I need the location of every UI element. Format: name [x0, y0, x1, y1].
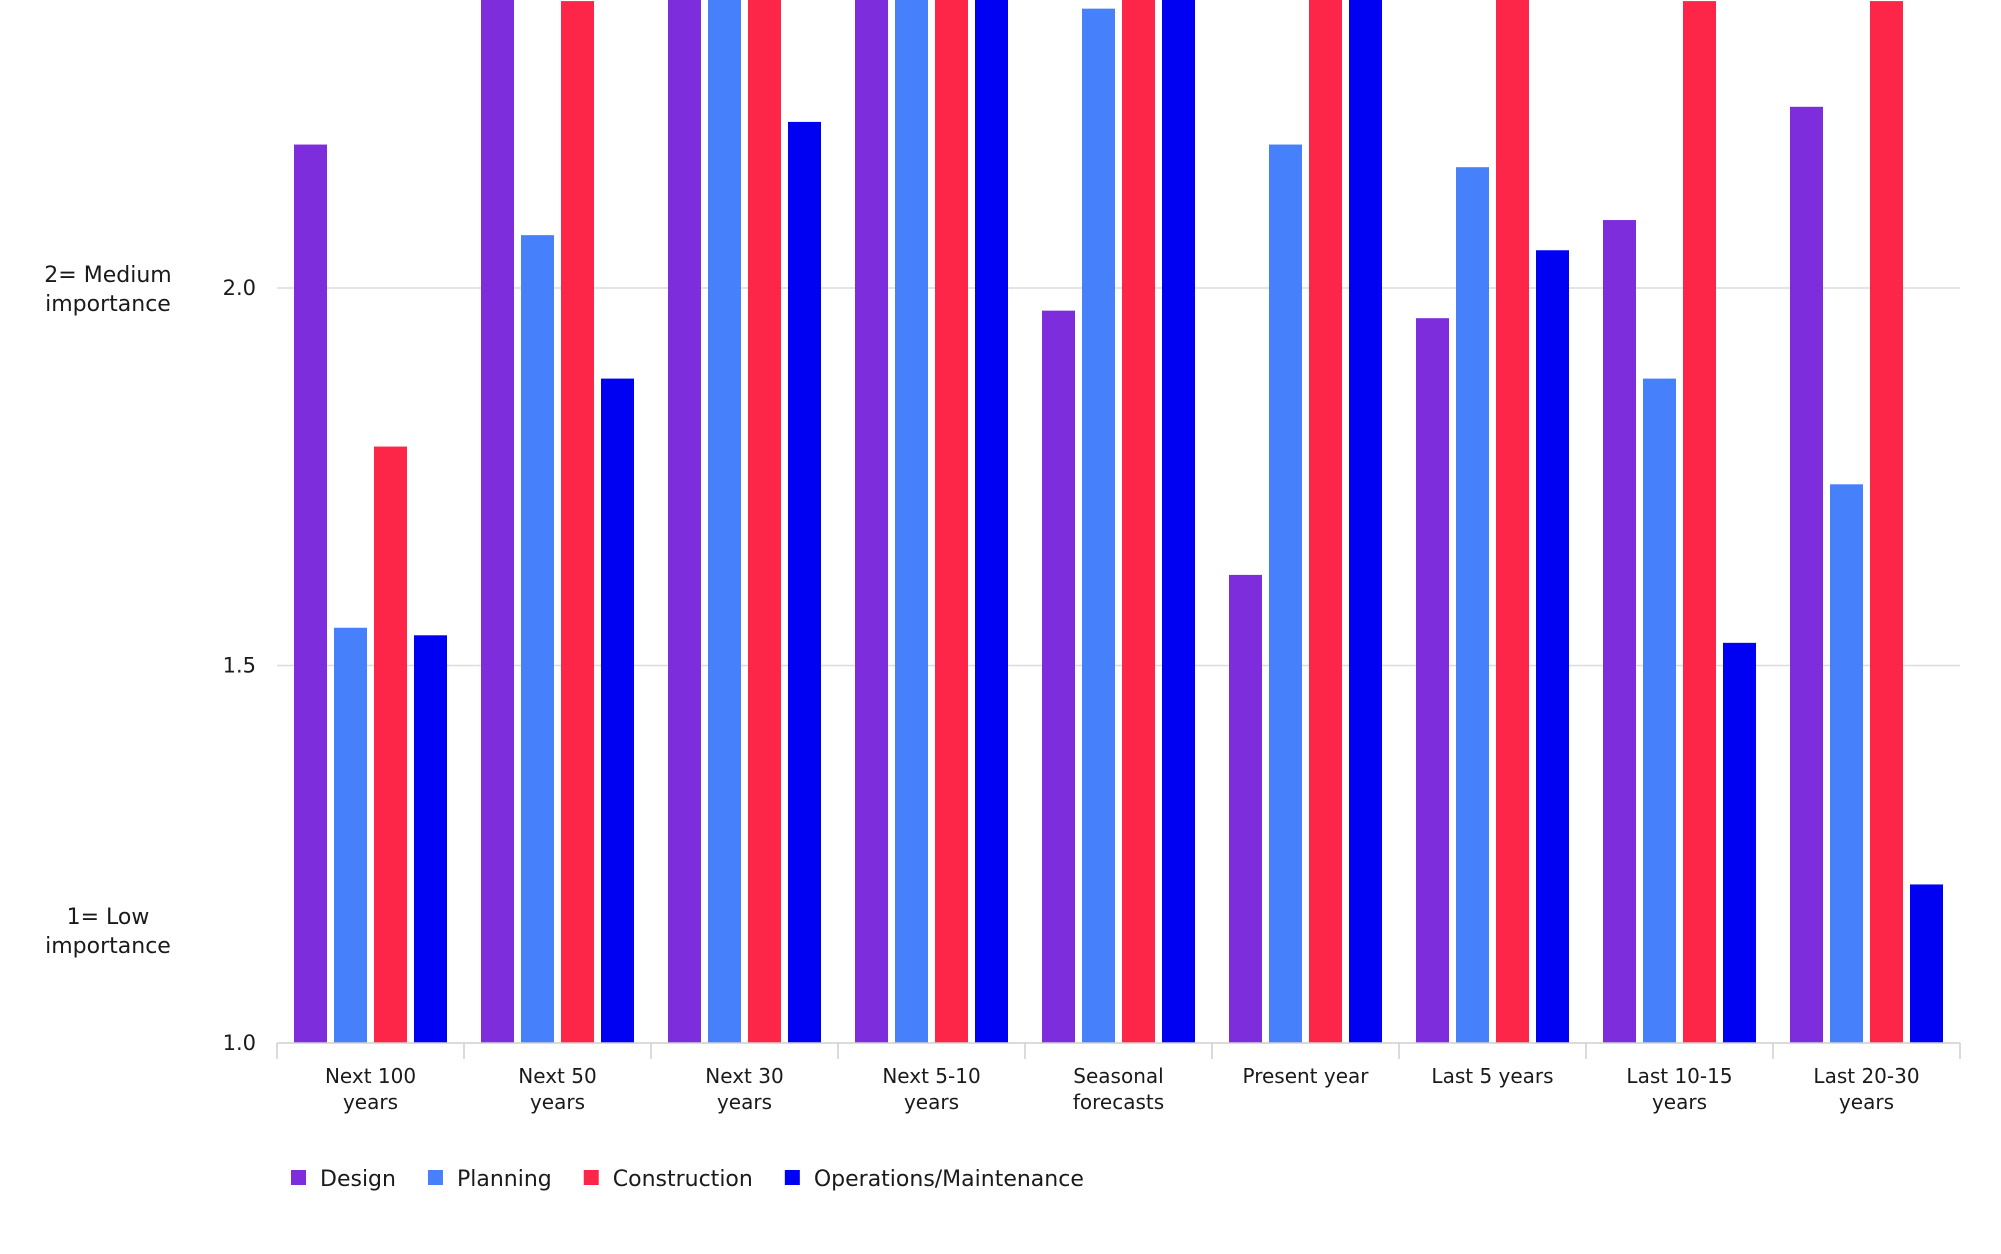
bar-design [855, 0, 888, 1044]
importance-label-line: 2= Medium [44, 263, 171, 288]
bar-operations-maintenance [1162, 0, 1195, 1044]
legend-label: Construction [613, 1167, 753, 1192]
bar-planning [1830, 484, 1863, 1043]
importance-label-line: importance [45, 934, 171, 959]
x-tick-label: Next 30 years [705, 1064, 783, 1114]
x-tick-label: Next 100 years [325, 1064, 416, 1114]
bar-operations-maintenance [1910, 884, 1943, 1043]
bar-operations-maintenance [975, 0, 1008, 1043]
bar-planning [334, 627, 367, 1043]
bar-design [481, 0, 514, 1043]
x-tick-label-line: Next 50 [518, 1064, 596, 1088]
x-tick-label: Last 10-15 years [1626, 1064, 1732, 1114]
bar-operations-maintenance [788, 121, 821, 1043]
legend-swatch [784, 1170, 800, 1185]
x-tick-label-line: years [530, 1090, 585, 1114]
legend-swatch [427, 1170, 443, 1185]
legend-item: Planning [427, 1167, 552, 1192]
x-tick-label-line: Next 5-10 [882, 1064, 980, 1088]
legend-label: Operations/Maintenance [814, 1167, 1084, 1192]
bar-planning [708, 0, 741, 1043]
x-tick-label-line: Present year [1242, 1064, 1369, 1088]
bar-planning [895, 0, 928, 1044]
bar-operations-maintenance [601, 378, 634, 1044]
x-tick-label-line: forecasts [1073, 1090, 1164, 1114]
x-tick-label-line: years [1652, 1090, 1707, 1114]
bar-construction [1683, 1, 1716, 1044]
bar-planning [1082, 8, 1115, 1043]
y-tick-label: 1.5 [223, 654, 256, 678]
bar-operations-maintenance [1349, 0, 1382, 1043]
legend-item: Operations/Maintenance [784, 1167, 1084, 1192]
bar-construction [1870, 1, 1903, 1044]
bar-construction [935, 0, 968, 1044]
x-tick-label: Seasonal forecasts [1073, 1064, 1164, 1114]
importance-labels: 3 = Highimportance2= Mediumimportance1= … [44, 263, 171, 959]
legend-item: Construction [583, 1167, 753, 1192]
bar-design [294, 144, 327, 1044]
x-tick-label: Present year [1242, 1064, 1369, 1088]
bar-operations-maintenance [414, 635, 447, 1043]
x-tick-label-line: Next 100 [325, 1064, 416, 1088]
bar-design [1790, 106, 1823, 1044]
bar-construction [1496, 0, 1529, 1044]
bar-operations-maintenance [1536, 250, 1569, 1043]
bars [294, 0, 1943, 1044]
x-tick-label: Last 20-30 years [1813, 1064, 1919, 1114]
bar-design [1042, 310, 1075, 1043]
legend-item: Design [291, 1167, 396, 1192]
x-tick-label-line: Next 30 [705, 1064, 783, 1088]
bar-design [668, 0, 701, 1043]
bar-construction [1309, 0, 1342, 1044]
legend-label: Planning [457, 1167, 552, 1192]
legend-label: Design [320, 1167, 396, 1192]
x-tick-label-line: Seasonal [1073, 1064, 1163, 1088]
bar-planning [1643, 378, 1676, 1044]
bar-planning [1269, 144, 1302, 1044]
x-tick-label-line: years [343, 1090, 398, 1114]
importance-label: 2= Medium importance [44, 263, 171, 317]
importance-label-line: importance [45, 292, 171, 317]
x-tick-label-line: years [717, 1090, 772, 1114]
y-axis-ticks: 1.01.52.02.53.0 [223, 276, 256, 1055]
importance-label-line: 1= Low [67, 905, 150, 930]
bar-construction [374, 446, 407, 1043]
bar-design [1416, 318, 1449, 1043]
y-tick-label: 2.0 [223, 276, 256, 300]
x-tick-label-line: years [904, 1090, 959, 1114]
gridlines [277, 287, 1960, 667]
x-tick-label-line: years [1839, 1090, 1894, 1114]
y-tick-label: 1.0 [223, 1031, 256, 1055]
x-tick-label: Next 50 years [518, 1064, 596, 1114]
x-tick-label-line: Last 5 years [1431, 1064, 1553, 1088]
bar-construction [561, 1, 594, 1044]
legend-swatch [291, 1170, 306, 1185]
x-tick-label: Last 5 years [1431, 1064, 1553, 1088]
bar-construction [1122, 0, 1155, 1044]
bar-construction [748, 0, 781, 1043]
bar-design [1603, 220, 1636, 1044]
importance-label: 1= Low importance [45, 905, 171, 959]
bar-operations-maintenance [1723, 642, 1756, 1043]
x-tick-label-line: Last 10-15 [1626, 1064, 1732, 1088]
bar-planning [521, 235, 554, 1043]
legend-swatch [583, 1170, 599, 1185]
bar-planning [1456, 167, 1489, 1043]
legend: Design Planning Construction Operations/Mai… [291, 1167, 1084, 1192]
x-tick-label-line: Last 20-30 [1813, 1064, 1919, 1088]
x-tick-label: Next 5-10 years [882, 1064, 980, 1114]
bar-design [1229, 574, 1262, 1043]
x-axis [276, 1042, 1961, 1059]
